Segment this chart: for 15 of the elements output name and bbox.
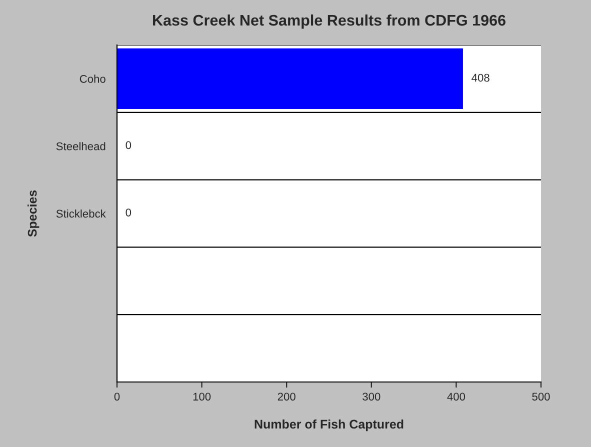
x-tick-label: 100 <box>193 392 211 401</box>
x-tick-label: 0 <box>114 392 120 401</box>
y-tick-label: Steelhead <box>56 142 106 150</box>
x-tick-label: 400 <box>447 392 466 401</box>
data-label: 0 <box>126 141 132 150</box>
y-tick-label: Sticklebck <box>56 209 106 218</box>
y-tick-label: Coho <box>80 74 106 83</box>
y-axis-title: Species <box>28 190 40 237</box>
x-tick-label: 300 <box>362 392 380 401</box>
x-tick-label: 500 <box>532 392 550 401</box>
chart-title: Kass Creek Net Sample Results from CDFG 1966 <box>152 14 506 29</box>
x-axis-title: Number of Fish Captured <box>254 419 404 432</box>
data-label: 408 <box>472 74 490 82</box>
x-tick-label: 200 <box>278 392 296 401</box>
data-label: 0 <box>126 208 132 216</box>
